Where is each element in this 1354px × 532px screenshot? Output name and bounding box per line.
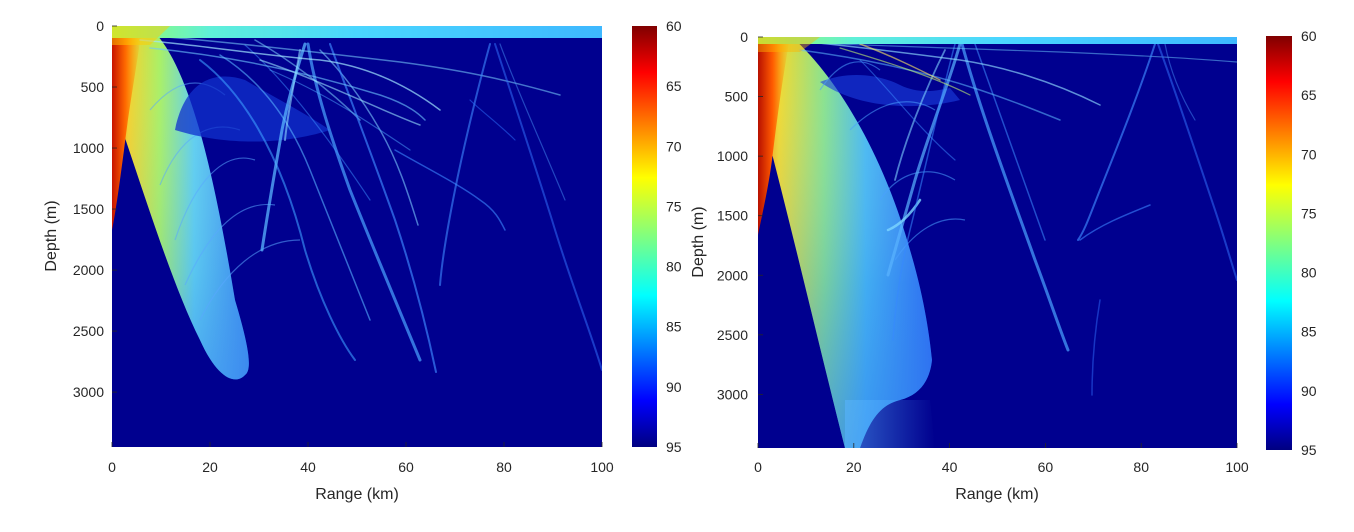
x-tick-label: 40: [942, 459, 958, 475]
y-tick-label: 0: [740, 29, 748, 45]
colorbar-tick-label: 90: [666, 379, 682, 395]
colorbar-tick-label: 70: [666, 138, 682, 154]
x-axis-title-left: Range (km): [315, 486, 399, 503]
colorbar-tick-label: 70: [1301, 146, 1317, 162]
ray-bundle-cz2-right: [1077, 43, 1237, 396]
x-tick-label: 100: [590, 459, 614, 475]
y-tick-label: 3000: [73, 384, 104, 400]
x-tick-label: 0: [754, 459, 762, 475]
colorbar-tick-label: 75: [1301, 205, 1317, 221]
y-axis-title-left: Depth (m): [43, 200, 60, 271]
x-tick-label: 40: [300, 459, 316, 475]
shallow-rays-left: [129, 33, 561, 151]
x-tick-label: 100: [1225, 459, 1249, 475]
x-tick-label: 0: [108, 459, 116, 475]
y-tick-label: 500: [81, 79, 105, 95]
colorbar-tick-label: 90: [1301, 383, 1317, 399]
x-tick-label: 20: [846, 459, 862, 475]
surface-duct-left: [112, 26, 602, 38]
y-tick-label: 2000: [717, 267, 748, 283]
y-tick-label: 0: [96, 18, 104, 34]
source-zone-right: [758, 37, 790, 235]
x-tick-label: 80: [1133, 459, 1149, 475]
ray-bundle-cz1-left: [199, 39, 437, 373]
colorbar-tick-label: 60: [1301, 28, 1317, 44]
colorbar-tick-label: 65: [666, 78, 682, 94]
y-tick-label: 1000: [73, 140, 104, 156]
colorbar-ticks-left: 60 65 70 75 80 85 90 95: [666, 18, 682, 455]
ray-bundle-cz1-right: [859, 42, 1070, 352]
colorbar-tick-label: 95: [1301, 442, 1317, 458]
y-tick-label: 1000: [717, 148, 748, 164]
colorbar-tick-label: 85: [666, 319, 682, 335]
y-tick-label: 500: [725, 89, 749, 105]
colorbar-right: [1266, 36, 1292, 450]
colorbar-tick-label: 85: [1301, 324, 1317, 340]
y-axis-title-right: Depth (m): [690, 206, 707, 277]
shallow-rays-right: [779, 39, 1237, 121]
ray-bundle-cz2-left: [394, 43, 602, 371]
y-tick-label: 3000: [717, 386, 748, 402]
y-tick-label: 2000: [73, 262, 104, 278]
colorbar-tick-label: 65: [1301, 87, 1317, 103]
colorbar-tick-label: 75: [666, 198, 682, 214]
y-tick-label: 1500: [717, 208, 748, 224]
x-axis-title-right: Range (km): [955, 486, 1039, 503]
colorbar-tick-label: 60: [666, 18, 682, 34]
colorbar-tick-label: 80: [666, 259, 682, 275]
colorbar-left: [632, 26, 657, 447]
x-tick-label: 20: [202, 459, 218, 475]
x-tick-label: 80: [496, 459, 512, 475]
y-tick-label: 2500: [717, 327, 748, 343]
colorbar-tick-label: 80: [1301, 265, 1317, 281]
y-tick-label: 1500: [73, 201, 104, 217]
x-tick-label: 60: [398, 459, 414, 475]
surface-duct-right: [758, 37, 1237, 44]
y-tick-label: 2500: [73, 323, 104, 339]
colorbar-tick-label: 95: [666, 439, 682, 455]
x-tick-label: 60: [1038, 459, 1054, 475]
colorbar-ticks-right: 60 65 70 75 80 85 90 95: [1301, 28, 1317, 458]
source-zone-left: [112, 26, 142, 230]
